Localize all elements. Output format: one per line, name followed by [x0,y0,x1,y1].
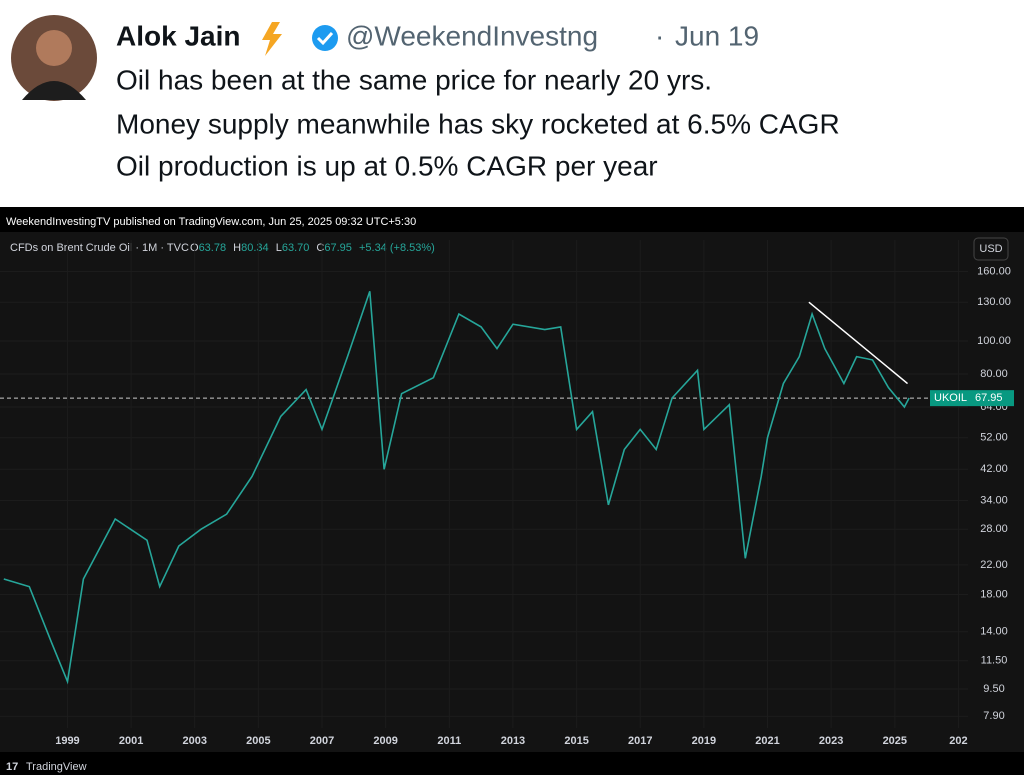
x-tick-label: 2023 [819,735,843,747]
symbol-badge: UKOIL [934,392,967,404]
y-tick-label: 130.00 [977,296,1011,308]
y-tick-label: 7.90 [983,710,1004,722]
x-tick-label: 2001 [119,735,143,747]
lightning-emoji [262,22,282,56]
x-tick-label: 2011 [437,735,461,747]
price-label: 67.95 [975,392,1003,404]
footer-brand: TradingView [26,761,87,773]
tweet-line: Oil production is up at 0.5% CAGR per ye… [116,150,658,181]
tweet-line: Money supply meanwhile has sky rocketed … [116,108,840,139]
x-tick-label: 1999 [55,735,79,747]
verified-badge [312,25,338,51]
x-tick-label: 2017 [628,735,652,747]
currency: USD [979,243,1002,255]
price-badge [930,390,1014,407]
x-tick-label: 2013 [501,735,525,747]
x-tick-label: 2025 [883,735,907,747]
ohlc-key: H [233,242,241,254]
y-tick-label: 11.50 [981,655,1008,667]
x-tick-label: 2009 [373,735,397,747]
ohlc-value: 67.95 [324,242,352,254]
y-tick-label: 14.00 [980,626,1008,638]
handle[interactable]: @WeekendInvestng [346,20,598,51]
currency-button[interactable] [973,237,1009,261]
y-tick-label: 28.00 [980,523,1008,535]
avatar-face [36,30,72,66]
y-tick-label: 34.00 [980,494,1008,506]
ohlc-legend: O63.78 H80.34 L63.70 C67.95 +5.34 (+8.53… [190,242,435,254]
symbol-title: CFDs on Brent Crude Oil · 1M · TVC [10,242,189,254]
x-tick-label: 2005 [246,735,270,747]
x-tick-label: 2015 [564,735,588,747]
chart-panel [0,232,1024,752]
published-line: WeekendInvestingTV published on TradingV… [6,216,416,228]
trend-line [808,301,909,385]
y-tick-label: 22.00 [980,559,1008,571]
ohlc-value: 80.34 [241,242,269,254]
author-name[interactable]: Alok Jain [116,20,240,51]
y-tick-label: 100.00 [977,335,1011,347]
ohlc-change: +5.34 (+8.53%) [359,242,435,254]
x-tick-label: 2003 [183,735,207,747]
tweet-date[interactable]: Jun 19 [675,20,759,51]
x-tick-label: 2019 [692,735,716,747]
tweet-background [0,0,1024,207]
y-tick-label: 52.00 [980,432,1008,444]
ohlc-key: L [276,242,282,254]
y-tick-label: 160.00 [977,265,1011,277]
avatar-body [22,81,86,100]
x-tick-label: 2021 [755,735,779,747]
x-tick-label: 2007 [310,735,334,747]
price-line [3,291,910,685]
footer-logo: 17 [6,761,18,773]
y-tick-label: 9.50 [983,683,1004,695]
tweet-line: Oil has been at the same price for nearl… [116,64,712,95]
separator: · [655,20,664,51]
verified-check [316,31,334,46]
y-tick-label: 18.00 [980,588,1008,600]
ohlc-value: 63.78 [199,242,227,254]
ohlc-key: C [316,242,324,254]
y-tick-label: 80.00 [980,368,1008,380]
ohlc-value: 63.70 [282,242,310,254]
y-tick-label: 42.00 [980,463,1008,475]
x-tick-label: 202 [949,735,967,747]
